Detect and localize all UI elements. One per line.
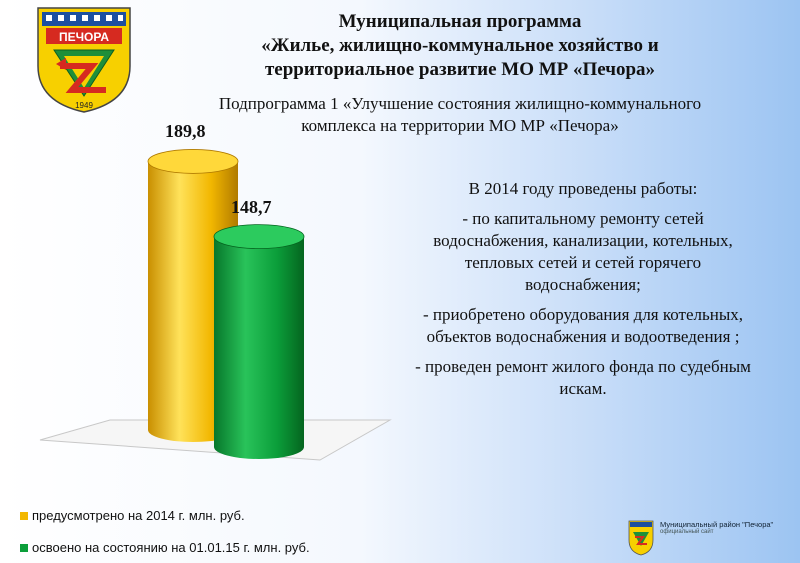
- description-item: - по капитальному ремонту сетей водоснаб…: [433, 209, 733, 294]
- page-title: Муниципальная программа «Жилье, жилищно-…: [180, 10, 740, 82]
- footer-logo-icon: [628, 520, 654, 556]
- description-heading: В 2014 году проведены работы:: [468, 179, 698, 198]
- footer-org[interactable]: Муниципальный район "Печора" официальный…: [660, 520, 773, 535]
- legend-swatch-yellow: [20, 512, 28, 520]
- description-item: - проведен ремонт жилого фонда по судебн…: [415, 357, 751, 398]
- subtitle-line-1: Подпрограмма 1 «Улучшение состояния жили…: [218, 94, 702, 113]
- bar-1: [214, 236, 304, 459]
- bar-top-1: [213, 224, 305, 249]
- works-description: В 2014 году проведены работы: - по капит…: [408, 178, 758, 408]
- footer-org-name[interactable]: Муниципальный район "Печора": [660, 520, 774, 529]
- title-line-3: территориальное развитие МО МР «Печора»: [264, 59, 656, 80]
- city-coat-of-arms-icon: ПЕЧОРА 1949: [37, 7, 131, 113]
- page-subtitle: Подпрограмма 1 «Улучшение состояния жили…: [180, 93, 740, 137]
- emblem-text: ПЕЧОРА: [59, 30, 109, 44]
- bar-top-0: [147, 149, 239, 174]
- legend-label: предусмотрено на 2014 г. млн. руб.: [32, 508, 245, 523]
- bar-value-label: 148,7: [231, 196, 272, 217]
- emblem-year: 1949: [75, 101, 93, 110]
- legend-label: освоено на состоянию на 01.01.15 г. млн.…: [32, 540, 310, 555]
- legend-item-spent: освоено на состоянию на 01.01.15 г. млн.…: [20, 540, 310, 555]
- title-line-1: Муниципальная программа: [338, 11, 582, 32]
- bar-value-label: 189,8: [165, 121, 206, 142]
- footer-org-sub: официальный сайт: [660, 529, 714, 535]
- subtitle-line-2: комплекса на территории МО МР «Печора»: [301, 116, 619, 135]
- legend-swatch-green: [20, 544, 28, 552]
- description-item: - приобретено оборудования для котельных…: [422, 305, 744, 346]
- title-line-2: «Жилье, жилищно-коммунальное хозяйство и: [261, 35, 659, 56]
- legend-item-planned: предусмотрено на 2014 г. млн. руб.: [20, 508, 245, 523]
